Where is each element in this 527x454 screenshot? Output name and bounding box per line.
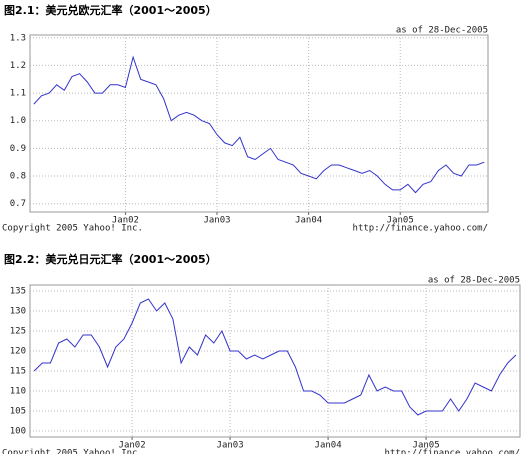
x-tick-label: Jan03 (217, 441, 244, 451)
plot-area (29, 284, 521, 438)
y-tick-label: 0.9 (10, 144, 26, 154)
y-tick-label: 1.0 (10, 116, 26, 126)
source: http://finance.yahoo.com/ (385, 449, 520, 454)
annotation: as of 28-Dec-2005 (396, 26, 488, 36)
y-tick-label: 0.8 (10, 172, 26, 182)
y-tick-label: 1.3 (10, 33, 26, 43)
x-tick-label: Jan02 (119, 441, 146, 451)
y-tick-label: 110 (10, 387, 26, 397)
chart-title: 图2.1：美元兑欧元汇率（2001～2005） (4, 3, 217, 17)
annotation: as of 28-Dec-2005 (428, 276, 520, 286)
x-tick-label: Jan04 (315, 441, 342, 451)
x-tick-label: Jan03 (203, 216, 230, 226)
x-tick-label: Jan02 (112, 216, 139, 226)
copyright: Copyright 2005 Yahoo! Inc. (2, 224, 143, 234)
x-tick-label: Jan05 (387, 216, 414, 226)
plot-area (29, 34, 489, 213)
x-tick-label: Jan04 (295, 216, 322, 226)
chart-title: 图2.2：美元兑日元汇率（2001～2005） (4, 252, 217, 266)
y-tick-label: 105 (10, 407, 26, 417)
y-tick-label: 120 (10, 347, 26, 357)
y-tick-label: 1.1 (10, 89, 26, 99)
y-tick-label: 100 (10, 427, 26, 437)
source: http://finance.yahoo.com/ (353, 224, 488, 234)
x-tick-label: Jan05 (413, 441, 440, 451)
copyright: Copyright 2005 Yahoo! Inc. (2, 449, 143, 454)
y-tick-label: 1.2 (10, 61, 26, 71)
y-tick-label: 135 (10, 287, 26, 297)
y-tick-label: 0.7 (10, 199, 26, 209)
y-tick-label: 130 (10, 307, 26, 317)
y-tick-label: 125 (10, 327, 26, 337)
y-tick-label: 115 (10, 367, 26, 377)
line (33, 298, 517, 416)
line (33, 55, 485, 194)
